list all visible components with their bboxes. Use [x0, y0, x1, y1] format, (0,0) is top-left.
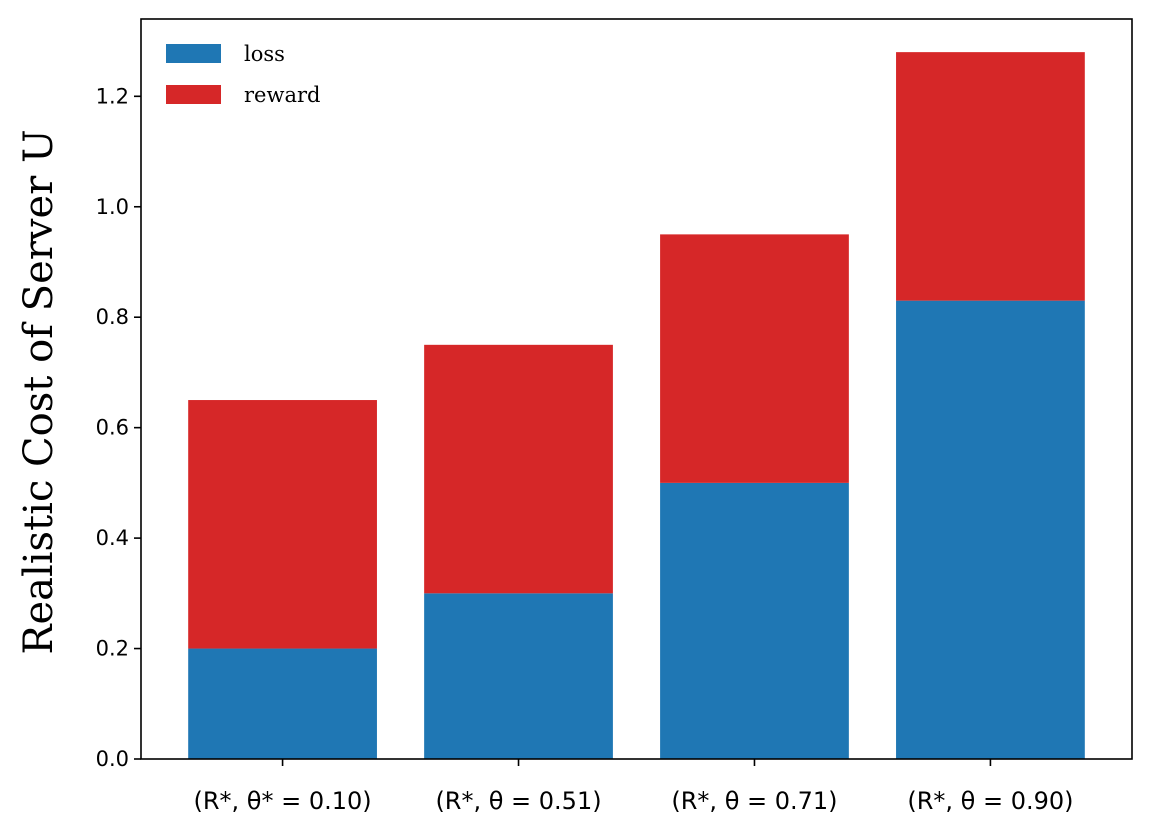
- plot-frame: [140, 18, 1133, 760]
- bar-loss-1: [424, 593, 613, 759]
- y-axis: 0.0 0.2 0.4 0.6 0.8 1.0 1.2: [96, 84, 141, 771]
- legend-swatch-loss: [166, 44, 221, 63]
- legend-swatch-reward: [166, 85, 221, 104]
- x-tick-label-3: (R*, θ = 0.90): [907, 787, 1073, 815]
- y-tick-label-4: 0.8: [96, 305, 129, 329]
- y-axis-label: Realistic Cost of Server U: [16, 129, 62, 654]
- bar-reward-1: [424, 344, 613, 594]
- y-tick-label-6: 1.2: [96, 84, 129, 108]
- bar-loss-0: [188, 648, 377, 759]
- bars-layer: [188, 52, 1085, 759]
- legend-label-loss: loss: [244, 42, 285, 66]
- y-tick-label-1: 0.2: [96, 637, 129, 661]
- y-tick-label-2: 0.4: [96, 526, 129, 550]
- bar-loss-2: [660, 482, 849, 759]
- x-tick-label-0: (R*, θ* = 0.10): [193, 787, 371, 815]
- bar-loss-3: [896, 300, 1085, 759]
- legend: loss reward: [166, 42, 320, 107]
- y-tick-label-0: 0.0: [96, 747, 129, 771]
- x-axis: (R*, θ* = 0.10) (R*, θ = 0.51) (R*, θ = 0.…: [193, 759, 1074, 815]
- bar-reward-3: [896, 52, 1085, 301]
- legend-label-reward: reward: [244, 83, 320, 107]
- bar-reward-0: [188, 400, 377, 649]
- y-tick-label-5: 1.0: [96, 195, 129, 219]
- bar-reward-2: [660, 234, 849, 483]
- x-tick-label-1: (R*, θ = 0.51): [435, 787, 601, 815]
- x-tick-label-2: (R*, θ = 0.71): [671, 787, 837, 815]
- y-tick-label-3: 0.6: [96, 416, 129, 440]
